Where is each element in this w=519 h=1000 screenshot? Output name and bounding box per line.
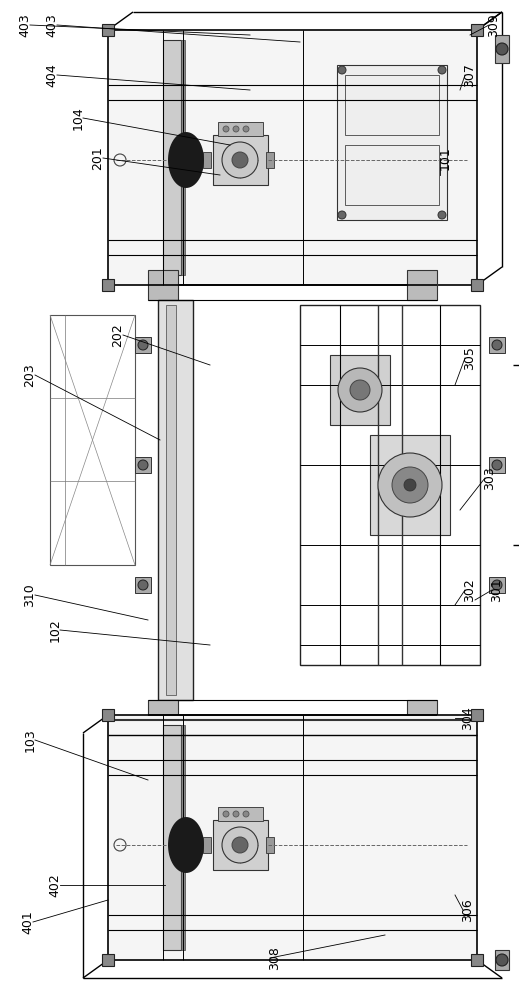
Text: 307: 307: [463, 63, 476, 87]
Circle shape: [338, 66, 346, 74]
Bar: [495, 950, 509, 970]
Polygon shape: [168, 132, 204, 188]
Circle shape: [243, 811, 249, 817]
Text: 402: 402: [48, 873, 61, 897]
Bar: [102, 24, 114, 36]
Text: 303: 303: [484, 466, 497, 490]
Bar: [489, 577, 505, 593]
Circle shape: [138, 460, 148, 470]
Circle shape: [233, 126, 239, 132]
Bar: [102, 954, 114, 966]
Text: 103: 103: [23, 728, 36, 752]
Circle shape: [232, 152, 248, 168]
Bar: [489, 457, 505, 473]
Bar: [213, 135, 268, 185]
Text: 301: 301: [490, 578, 503, 602]
Bar: [330, 355, 390, 425]
Bar: [166, 305, 176, 695]
Bar: [471, 24, 483, 36]
Circle shape: [496, 43, 508, 55]
Bar: [102, 279, 114, 291]
Text: 101: 101: [439, 146, 452, 170]
Bar: [495, 35, 509, 63]
Bar: [266, 837, 274, 853]
Bar: [218, 122, 263, 136]
Bar: [370, 435, 450, 535]
Text: 201: 201: [91, 146, 104, 170]
Bar: [407, 700, 437, 730]
Bar: [213, 820, 268, 870]
Circle shape: [496, 954, 508, 966]
Bar: [135, 457, 151, 473]
Bar: [471, 709, 483, 721]
Bar: [181, 725, 185, 950]
Circle shape: [438, 211, 446, 219]
Text: 306: 306: [461, 898, 474, 922]
Bar: [163, 725, 181, 950]
Text: 102: 102: [48, 618, 61, 642]
Text: 202: 202: [112, 323, 125, 347]
Text: 309: 309: [487, 13, 500, 37]
Bar: [407, 270, 437, 300]
Text: 403: 403: [19, 13, 32, 37]
Text: 401: 401: [21, 910, 34, 934]
Bar: [345, 145, 439, 205]
Circle shape: [243, 126, 249, 132]
Circle shape: [438, 66, 446, 74]
Bar: [50, 315, 135, 565]
Circle shape: [378, 453, 442, 517]
Circle shape: [404, 479, 416, 491]
Bar: [337, 65, 447, 220]
Circle shape: [350, 380, 370, 400]
Bar: [135, 577, 151, 593]
Circle shape: [492, 580, 502, 590]
Text: 310: 310: [23, 583, 36, 607]
Text: 302: 302: [463, 578, 476, 602]
Circle shape: [222, 142, 258, 178]
Circle shape: [338, 211, 346, 219]
Circle shape: [233, 811, 239, 817]
Polygon shape: [168, 817, 204, 873]
Circle shape: [222, 827, 258, 863]
Bar: [266, 152, 274, 168]
Text: 403: 403: [46, 13, 59, 37]
Bar: [203, 837, 211, 853]
Text: 104: 104: [72, 106, 85, 130]
Bar: [158, 300, 193, 700]
Circle shape: [138, 340, 148, 350]
Bar: [218, 807, 263, 821]
Bar: [471, 279, 483, 291]
Bar: [489, 337, 505, 353]
Text: 305: 305: [463, 346, 476, 370]
Text: 404: 404: [46, 63, 59, 87]
Bar: [148, 700, 178, 730]
Circle shape: [492, 340, 502, 350]
Circle shape: [223, 126, 229, 132]
Bar: [345, 75, 439, 135]
Bar: [108, 715, 477, 960]
Bar: [135, 337, 151, 353]
Bar: [203, 152, 211, 168]
Bar: [300, 305, 480, 665]
Circle shape: [338, 368, 382, 412]
Text: 308: 308: [268, 946, 281, 970]
Text: 304: 304: [461, 706, 474, 730]
Bar: [163, 40, 181, 275]
Circle shape: [223, 811, 229, 817]
Circle shape: [232, 837, 248, 853]
Bar: [471, 954, 483, 966]
Circle shape: [392, 467, 428, 503]
Circle shape: [138, 580, 148, 590]
Bar: [108, 30, 477, 285]
Bar: [181, 40, 185, 275]
Bar: [148, 270, 178, 300]
Circle shape: [492, 460, 502, 470]
Bar: [102, 709, 114, 721]
Text: 203: 203: [23, 363, 36, 387]
